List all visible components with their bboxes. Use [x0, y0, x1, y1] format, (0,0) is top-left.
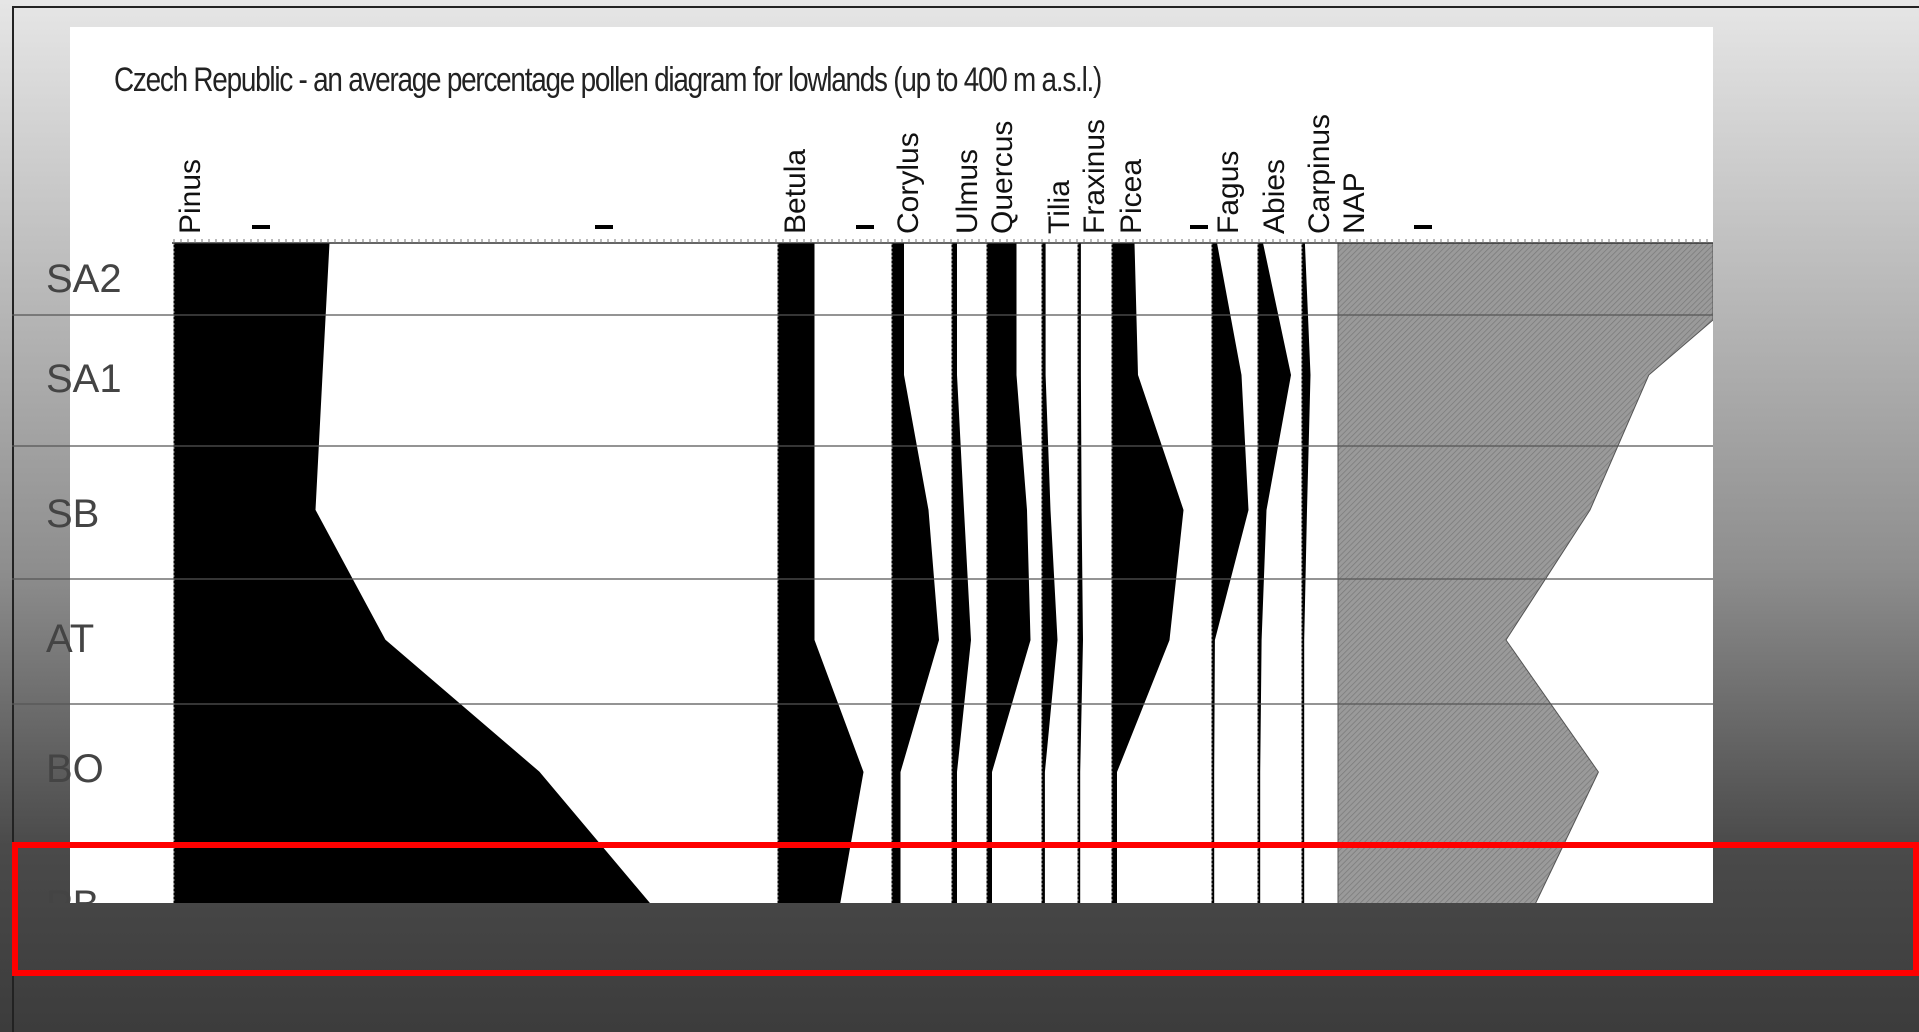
zone-labels: SA2 SA1 SB AT BO PB: [46, 257, 122, 927]
taxon-label-quercus: Quercus: [986, 121, 1019, 234]
scale-marker: [1414, 225, 1432, 229]
chart-title: Czech Republic - an average percentage p…: [114, 61, 1102, 99]
scale-markers: [252, 225, 1432, 229]
taxon-label-corylus: Corylus: [892, 132, 925, 234]
taxon-labels: Pinus Betula Corylus Ulmus Quercus Tilia Fraxi…: [174, 114, 1371, 234]
taxon-label-tilia: Tilia: [1043, 180, 1076, 234]
series-area-carpinus: [1301, 243, 1311, 903]
series-area-corylus: [891, 243, 940, 903]
plot-area: [173, 243, 1713, 903]
zone-label-sa1: SA1: [46, 357, 122, 401]
scale-marker: [856, 225, 874, 229]
zone-label-pb: PB: [46, 883, 99, 927]
zone-label-sb: SB: [46, 492, 99, 536]
scale-marker: [252, 225, 270, 229]
series-area-fagus: [1211, 243, 1249, 903]
series-area-betula: [777, 243, 864, 903]
scale-marker: [595, 225, 613, 229]
series-area-quercus: [986, 243, 1031, 903]
series-area-picea: [1111, 243, 1184, 903]
series-area-abies: [1257, 243, 1292, 903]
taxon-label-nap: NAP: [1338, 172, 1371, 234]
taxon-label-betula: Betula: [779, 149, 812, 234]
series-area-nap: [1337, 243, 1713, 903]
scale-marker: [1190, 225, 1208, 229]
taxon-label-pinus: Pinus: [174, 159, 207, 234]
series-area-pinus: [173, 243, 650, 903]
zone-label-at: AT: [46, 617, 94, 661]
zone-label-sa2: SA2: [46, 257, 122, 301]
taxon-label-abies: Abies: [1258, 159, 1291, 234]
series-area-fraxinus: [1077, 243, 1084, 903]
series-area-tilia: [1041, 243, 1058, 903]
taxon-label-ulmus: Ulmus: [951, 149, 984, 234]
taxon-label-carpinus: Carpinus: [1303, 114, 1336, 234]
taxon-label-picea: Picea: [1115, 159, 1148, 234]
window-frame: [12, 6, 1919, 1032]
axis-ticks: [173, 239, 1708, 243]
zone-label-bo: BO: [46, 747, 104, 791]
taxon-label-fagus: Fagus: [1212, 151, 1245, 234]
zone-boundaries: [12, 314, 1713, 705]
series-area-ulmus: [951, 243, 972, 903]
taxon-label-fraxinus: Fraxinus: [1078, 119, 1111, 234]
